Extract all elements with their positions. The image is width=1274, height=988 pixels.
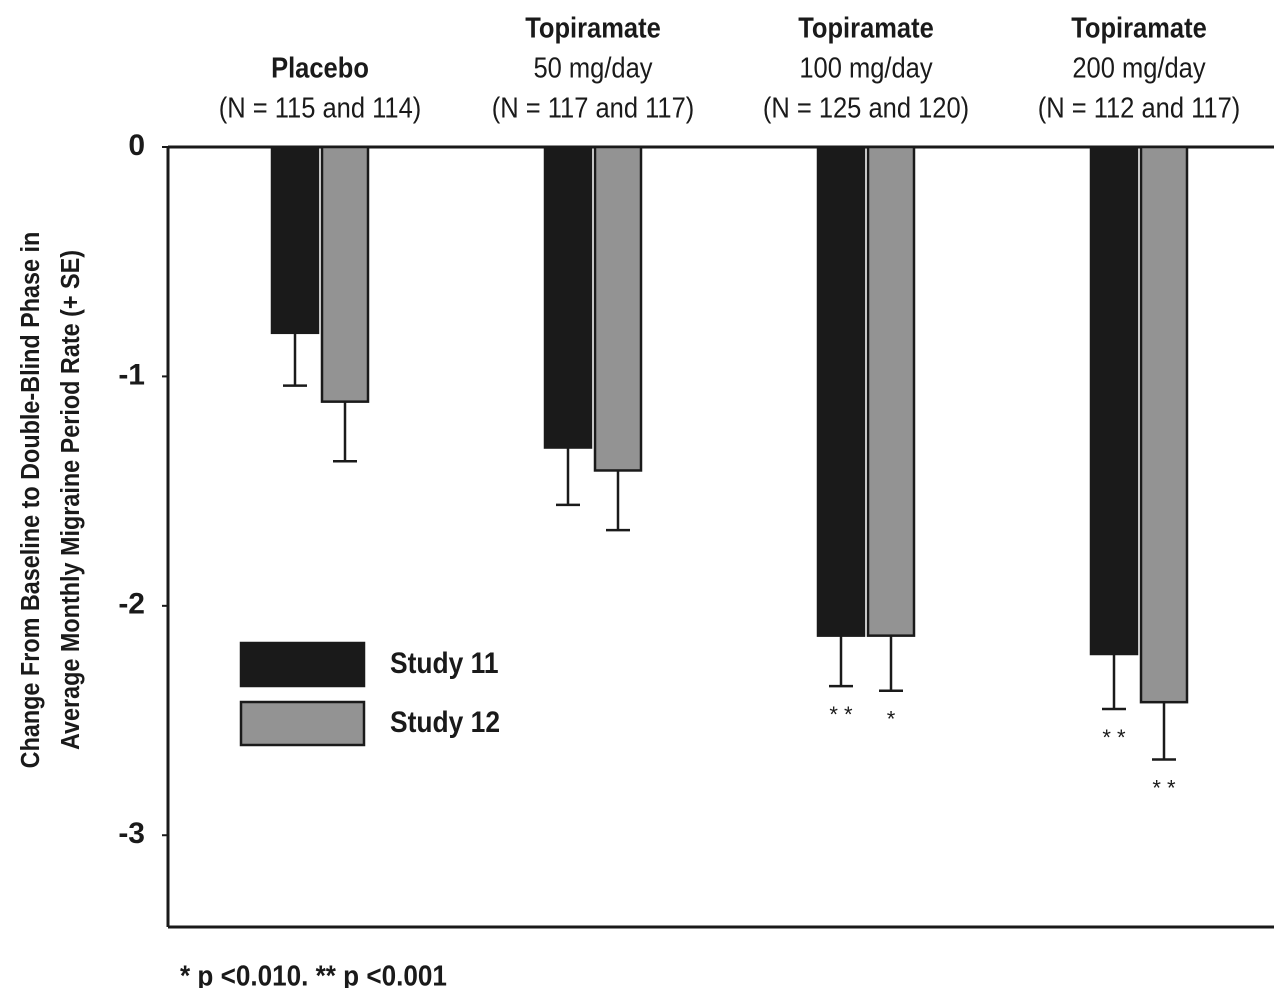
- bar: [543, 145, 593, 449]
- category-label: (N = 117 and 117): [492, 91, 695, 124]
- y-axis-label: Average Monthly Migraine Period Rate (+ …: [57, 250, 85, 750]
- y-tick-label: -3: [118, 817, 145, 850]
- bar: [1089, 145, 1139, 656]
- bar: [593, 145, 643, 472]
- legend-swatch: [239, 641, 366, 688]
- category-label: (N = 112 and 117): [1038, 91, 1241, 124]
- category-label: (N = 125 and 120): [763, 91, 969, 124]
- y-tick-label: -2: [118, 588, 145, 621]
- bar: [816, 145, 866, 637]
- category-label: 100 mg/day: [799, 51, 933, 84]
- category-label: Topiramate: [525, 11, 661, 44]
- category-label: 50 mg/day: [533, 51, 652, 84]
- category-label: (N = 115 and 114): [219, 91, 422, 124]
- bar: [320, 145, 370, 403]
- significance-marker: * *: [1102, 725, 1126, 750]
- bar: [270, 145, 320, 335]
- y-tick-label: 0: [128, 129, 145, 162]
- significance-marker: *: [887, 707, 896, 732]
- significance-marker: * *: [829, 702, 853, 727]
- significance-marker: * *: [1152, 775, 1176, 800]
- category-label: Topiramate: [798, 11, 934, 44]
- legend-label: Study 11: [390, 645, 499, 679]
- category-label: Topiramate: [1071, 11, 1207, 44]
- bar: [1139, 145, 1189, 704]
- y-axis-label: Change From Baseline to Double-Blind Pha…: [17, 232, 45, 769]
- bar: [866, 145, 916, 637]
- legend-swatch: [239, 700, 366, 747]
- y-tick-label: -1: [118, 358, 145, 391]
- legend-label: Study 12: [390, 704, 500, 738]
- footnote: * p <0.010. ** p <0.001: [180, 959, 447, 988]
- category-label: 200 mg/day: [1072, 51, 1206, 84]
- category-label: Placebo: [271, 51, 369, 84]
